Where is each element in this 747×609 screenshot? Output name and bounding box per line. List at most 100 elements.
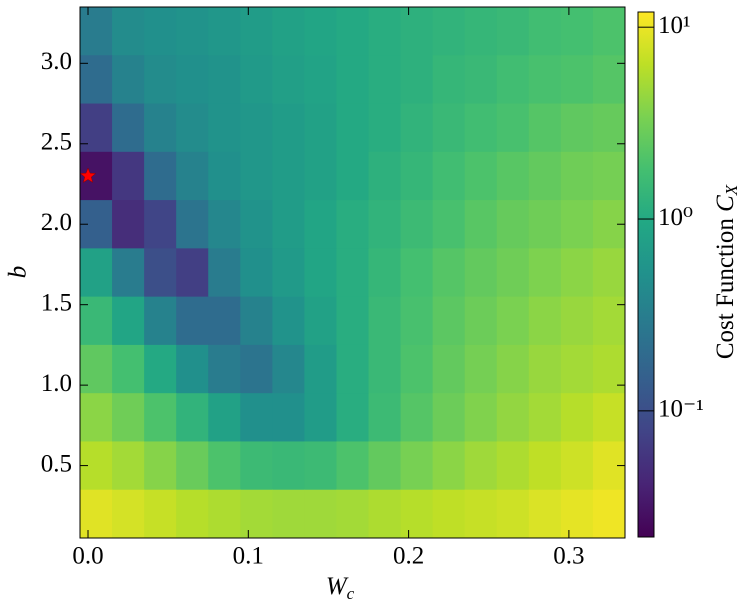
heatmap-cell bbox=[400, 200, 434, 249]
heatmap-cell bbox=[112, 296, 145, 346]
heatmap-cell bbox=[336, 296, 370, 346]
heatmap-cell bbox=[272, 151, 305, 201]
heatmap-cell bbox=[592, 151, 626, 201]
heatmap-cell bbox=[432, 393, 466, 442]
colorbar-label-math: C bbox=[712, 195, 739, 212]
heatmap-cell bbox=[112, 200, 145, 249]
heatmap-cell bbox=[528, 103, 562, 153]
heatmap-cell bbox=[272, 344, 305, 394]
heatmap-cell bbox=[464, 248, 498, 298]
colorbar-tick-label: 10¹ bbox=[658, 12, 691, 39]
heatmap-cell bbox=[560, 296, 594, 346]
plot-frame bbox=[79, 6, 626, 539]
heatmap-cell bbox=[464, 200, 498, 249]
heatmap-cell bbox=[592, 393, 626, 442]
heatmap-cell bbox=[368, 489, 402, 539]
heatmap-cell bbox=[464, 151, 498, 201]
heatmap-cell bbox=[496, 296, 530, 346]
heatmap-cell bbox=[432, 55, 466, 105]
colorbar-label-sub: X bbox=[722, 184, 741, 196]
heatmap-cell bbox=[208, 103, 241, 153]
heatmap-cell bbox=[592, 103, 626, 153]
heatmap-cell bbox=[560, 393, 594, 442]
heatmap-cell bbox=[240, 55, 273, 105]
x-tick-label: 0.2 bbox=[393, 543, 424, 570]
heatmap-cell bbox=[304, 296, 337, 346]
heatmap-cell bbox=[304, 489, 337, 539]
heatmap-cell bbox=[144, 200, 177, 249]
heatmap-cell bbox=[240, 151, 273, 201]
heatmap-cell bbox=[496, 248, 530, 298]
heatmap-cell bbox=[560, 344, 594, 394]
heatmap-cell bbox=[304, 344, 337, 394]
heatmap-cell bbox=[464, 103, 498, 153]
heatmap-cell bbox=[80, 344, 113, 394]
heatmap-cell bbox=[336, 7, 370, 56]
heatmap-cell bbox=[368, 55, 402, 105]
heatmap-cell bbox=[368, 151, 402, 201]
heatmap-cell bbox=[528, 296, 562, 346]
heatmap-cell bbox=[528, 7, 562, 56]
heatmap-cell bbox=[528, 55, 562, 105]
heatmap-cell bbox=[464, 489, 498, 539]
heatmap-cell bbox=[176, 7, 209, 56]
y-tick-label: 0.5 bbox=[41, 450, 72, 477]
heatmap-cell bbox=[560, 55, 594, 105]
heatmap-cell bbox=[400, 489, 434, 539]
heatmap-cell bbox=[464, 441, 498, 491]
heatmap-cell bbox=[144, 248, 177, 298]
heatmap-cell bbox=[144, 441, 177, 491]
heatmap-cell bbox=[400, 296, 434, 346]
heatmap-cell bbox=[176, 200, 209, 249]
heatmap-cell bbox=[528, 248, 562, 298]
heatmap-cell bbox=[240, 344, 273, 394]
heatmap-cell bbox=[400, 55, 434, 105]
heatmap-cell bbox=[432, 248, 466, 298]
heatmap-cell bbox=[112, 103, 145, 153]
heatmap-cell bbox=[336, 393, 370, 442]
heatmap-cell bbox=[144, 296, 177, 346]
heatmap-cell bbox=[592, 489, 626, 539]
heatmap-cell bbox=[304, 55, 337, 105]
heatmap-cell bbox=[496, 344, 530, 394]
heatmap-cell bbox=[560, 248, 594, 298]
heatmap-cell bbox=[560, 7, 594, 56]
heatmap-cell bbox=[336, 489, 370, 539]
heatmap-cell bbox=[112, 344, 145, 394]
heatmap-cell bbox=[496, 489, 530, 539]
heatmap bbox=[80, 7, 626, 539]
x-label-base: W bbox=[326, 573, 349, 600]
heatmap-cell bbox=[336, 200, 370, 249]
heatmap-cell bbox=[336, 344, 370, 394]
heatmap-cell bbox=[496, 55, 530, 105]
colorbar-label: Cost Function CX bbox=[712, 184, 741, 359]
heatmap-cell bbox=[272, 103, 305, 153]
heatmap-cell bbox=[240, 489, 273, 539]
y-tick-label: 2.5 bbox=[41, 129, 72, 156]
heatmap-cell bbox=[272, 7, 305, 56]
heatmap-cell bbox=[592, 296, 626, 346]
heatmap-cell bbox=[432, 151, 466, 201]
colorbar bbox=[637, 11, 655, 538]
heatmap-cell bbox=[272, 489, 305, 539]
heatmap-cell bbox=[80, 103, 113, 153]
heatmap-cell bbox=[400, 103, 434, 153]
heatmap-cell bbox=[368, 7, 402, 56]
heatmap-cell bbox=[528, 200, 562, 249]
heatmap-cell bbox=[592, 344, 626, 394]
heatmap-cell bbox=[176, 55, 209, 105]
heatmap-cell bbox=[432, 489, 466, 539]
heatmap-cell bbox=[240, 248, 273, 298]
heatmap-cell bbox=[496, 151, 530, 201]
heatmap-cell bbox=[496, 393, 530, 442]
heatmap-cell bbox=[208, 489, 241, 539]
heatmap-cell bbox=[240, 200, 273, 249]
heatmap-cell bbox=[144, 55, 177, 105]
heatmap-cell bbox=[464, 296, 498, 346]
heatmap-cell bbox=[592, 248, 626, 298]
heatmap-cell bbox=[304, 103, 337, 153]
heatmap-cell bbox=[80, 489, 113, 539]
colorbar-label-text: Cost Function bbox=[712, 212, 739, 359]
heatmap-cell bbox=[272, 441, 305, 491]
x-tick-label: 0.0 bbox=[72, 543, 103, 570]
